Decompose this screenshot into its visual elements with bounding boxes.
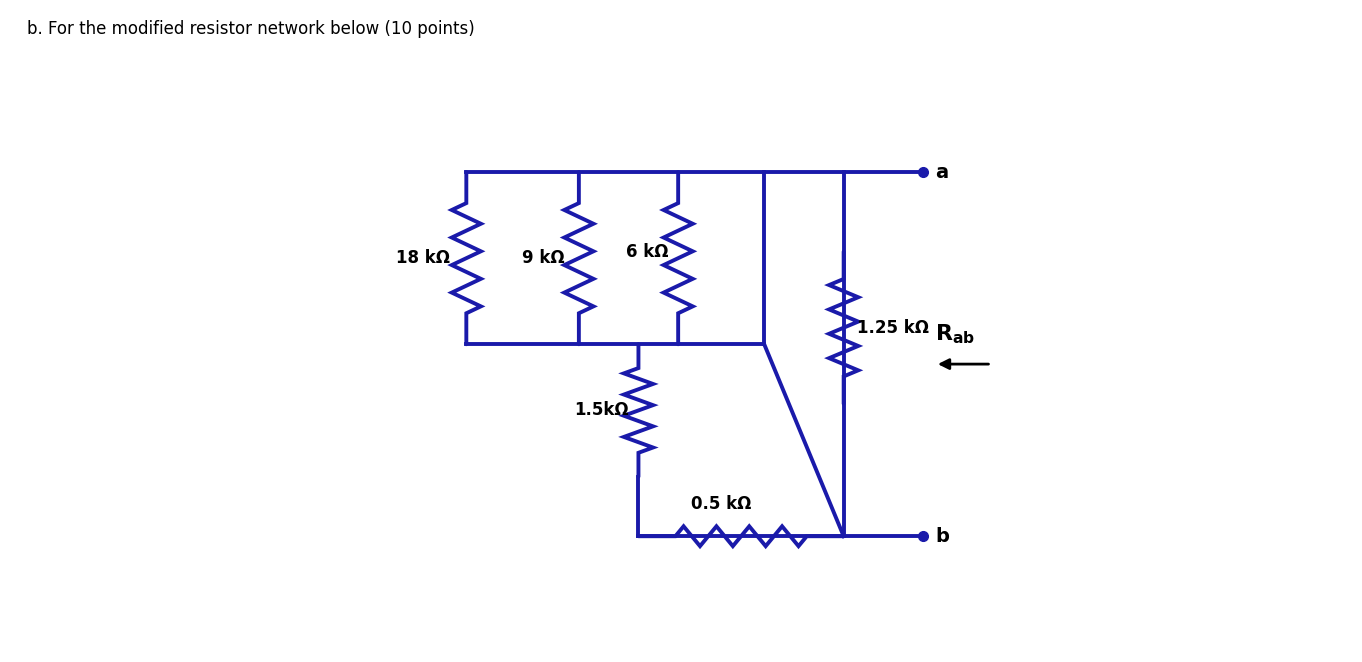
- Text: b. For the modified resistor network below (10 points): b. For the modified resistor network bel…: [27, 20, 475, 38]
- Text: 1.25 kΩ: 1.25 kΩ: [857, 318, 929, 337]
- Text: 1.5kΩ: 1.5kΩ: [573, 401, 628, 420]
- Text: b: b: [936, 527, 949, 545]
- Text: 6 kΩ: 6 kΩ: [625, 242, 669, 261]
- Text: 18 kΩ: 18 kΩ: [396, 249, 449, 267]
- Text: $\mathbf{R_{ab}}$: $\mathbf{R_{ab}}$: [936, 322, 975, 346]
- Text: 9 kΩ: 9 kΩ: [522, 249, 564, 267]
- Text: a: a: [936, 163, 948, 181]
- Text: 0.5 kΩ: 0.5 kΩ: [691, 495, 752, 513]
